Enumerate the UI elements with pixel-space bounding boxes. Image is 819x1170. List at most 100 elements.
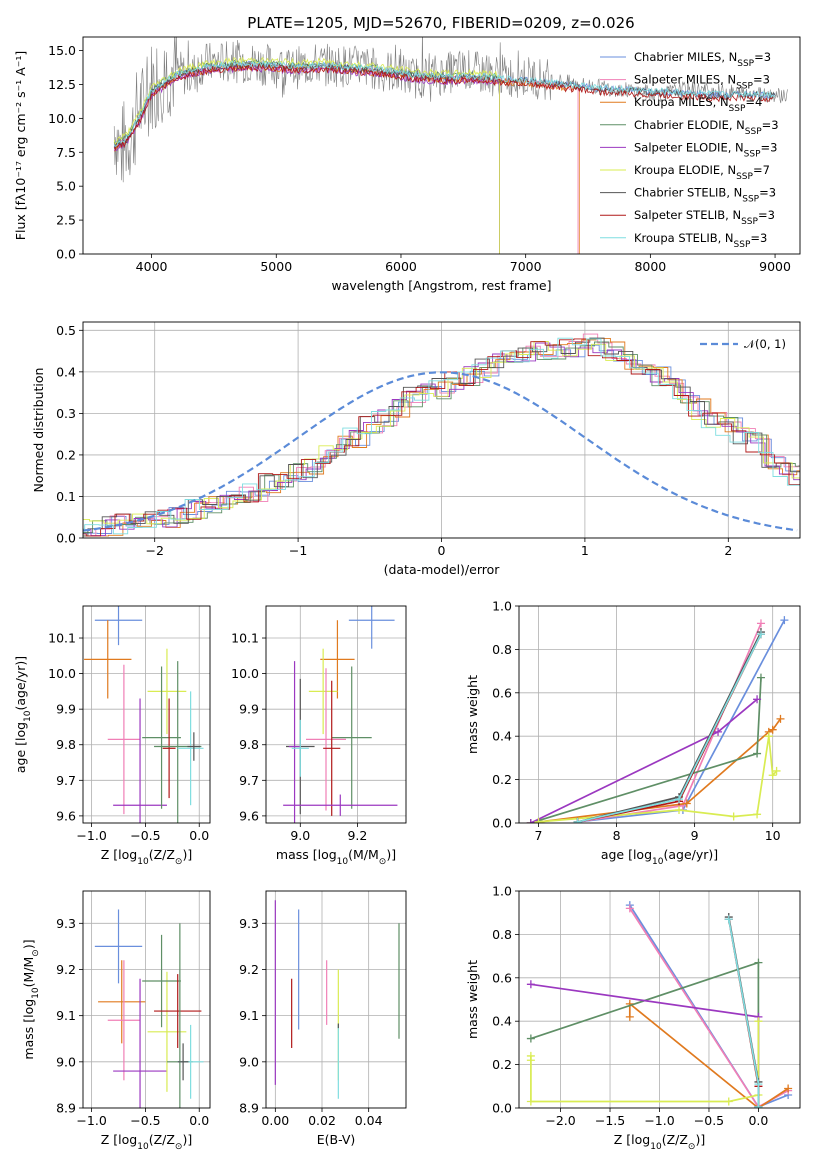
spectrum-model-line <box>114 62 580 254</box>
weight-marker <box>526 1034 535 1043</box>
x-tick-label: −1.0 <box>76 1113 106 1128</box>
error-bar-point <box>154 974 202 1048</box>
y-tick-label: 0.2 <box>56 447 76 462</box>
x-tick-label: 1 <box>581 543 589 558</box>
axes-residual-histogram: −2 −1 0 1 2 0.0 0.1 0.2 0.3 0.4 0.5 (data-model)/er… <box>31 321 801 577</box>
x-axis-label: (data-model)/error <box>384 562 501 577</box>
error-bar-point <box>84 620 132 699</box>
axes-frame <box>265 890 407 1109</box>
weight-marker <box>724 1097 733 1106</box>
x-tick-label: 7000 <box>510 259 542 274</box>
x-tick-label: 0 <box>438 543 446 558</box>
frame-mass-vs-extinction: 0.00 0.02 0.04 8.9 9.0 9.1 9.2 9.3 E(B-V) <box>239 890 407 1147</box>
x-tick-label: −0.5 <box>130 1113 160 1128</box>
x-tick-label: 6000 <box>385 259 417 274</box>
y-tick-label: 9.0 <box>56 1054 76 1069</box>
weight-marker <box>776 714 785 723</box>
x-tick-label: 9.2 <box>347 828 367 843</box>
y-tick-label: 0.0 <box>56 247 76 262</box>
y-tick-label: 0.0 <box>492 816 512 831</box>
y-tick-label: 0.4 <box>492 729 512 744</box>
weight-marker <box>625 904 634 913</box>
weight-marker <box>675 805 684 814</box>
frame-age-vs-mass: 9.0 9.2 9.6 9.7 9.8 9.9 10.0 10.1 mass [log10(M/… <box>231 605 407 867</box>
x-tick-label: −0.5 <box>694 1113 724 1128</box>
weight-marker <box>573 817 582 823</box>
x-axis-label: wavelength [Angstrom, rest frame] <box>331 278 551 293</box>
error-bar-point <box>94 909 143 984</box>
weight-line <box>530 698 758 823</box>
y-axis-label: mass weight <box>465 960 480 1039</box>
plot-area-mass-vs-metallicity <box>83 891 210 1108</box>
spectrum-model-line <box>113 64 500 254</box>
legend-label: Kroupa MILES, NSSP=4 <box>634 95 762 114</box>
axes-age-vs-metallicity: −1.0 −0.5 0.0 9.6 9.7 9.8 9.9 10.0 10.1 Z [log10(… <box>13 605 211 867</box>
spectrum-observed-line <box>113 37 788 183</box>
x-tick-label: 5000 <box>260 259 292 274</box>
spectrum-model-line <box>113 61 579 254</box>
y-tick-label: 9.6 <box>56 808 76 823</box>
histogram-series <box>83 341 800 525</box>
weight-marker <box>714 727 723 736</box>
y-tick-label: 0.6 <box>492 970 512 985</box>
weight-marker <box>772 766 781 775</box>
legend-label: Salpeter ELODIE, NSSP=3 <box>634 140 777 159</box>
plot-area-mass-weight-vs-age <box>519 606 800 823</box>
histogram-series <box>83 341 800 533</box>
axes-mass-vs-extinction: 0.00 0.02 0.04 8.9 9.0 9.1 9.2 9.3 E(B-V) <box>239 890 407 1147</box>
x-tick-label: 7 <box>535 828 543 843</box>
weight-marker <box>756 630 765 639</box>
histogram-series <box>83 344 800 534</box>
x-tick-label: 2 <box>724 543 732 558</box>
axes-frame <box>518 605 801 824</box>
error-bar-point <box>147 971 187 1092</box>
y-tick-label: 9.3 <box>239 916 259 931</box>
weight-marker <box>724 915 733 924</box>
weight-marker <box>526 980 535 989</box>
plot-area-spectrum <box>113 37 788 254</box>
y-tick-label: 10.0 <box>48 111 76 126</box>
weight-line <box>577 623 762 823</box>
x-axis-label: Z [log10(Z/Z⊙)] <box>101 847 192 867</box>
x-tick-label: 8 <box>613 828 621 843</box>
legend-label: Salpeter STELIB, NSSP=3 <box>634 208 775 227</box>
y-tick-label: 0.5 <box>56 323 76 338</box>
x-axis-label: age [log10(age/yr)] <box>601 847 718 867</box>
frame-mass-weight-vs-metallicity: −2.0 −1.5 −1.0 −0.5 0.0 0.0 0.2 0.4 0.6 0.8 1.0 Z [… <box>465 884 801 1152</box>
weight-line <box>577 631 762 823</box>
axes-spectrum: 4000 5000 6000 7000 8000 9000 0.0 2.5 5.0 7.5 10.0… <box>13 36 801 293</box>
x-tick-label: 0.00 <box>261 1113 289 1128</box>
y-tick-label: 9.7 <box>239 773 259 788</box>
error-bar-point <box>291 719 309 777</box>
y-tick-label: 0.2 <box>492 1057 512 1072</box>
weight-marker <box>729 812 738 821</box>
y-tick-label: 0.8 <box>492 927 512 942</box>
x-tick-label: 0.04 <box>355 1113 383 1128</box>
y-axis-label: mass [log10(M/M⊙)] <box>21 939 41 1059</box>
weight-line <box>530 983 760 1108</box>
x-tick-label: 9000 <box>759 259 791 274</box>
weight-marker <box>675 795 684 804</box>
weight-marker <box>754 958 763 967</box>
weight-line <box>530 718 782 823</box>
y-axis-label: Normed distribution <box>31 368 46 493</box>
y-tick-label: 9.1 <box>239 1008 259 1023</box>
x-axis-label: mass [log10(M/M⊙)] <box>276 847 396 867</box>
y-axis-label: mass weight <box>465 675 480 754</box>
weight-marker <box>756 673 765 682</box>
spectrum-model-line <box>113 62 776 151</box>
x-tick-label: 10 <box>765 828 781 843</box>
y-tick-label: 10.0 <box>231 666 259 681</box>
weight-marker <box>625 1012 634 1021</box>
x-tick-label: 0.0 <box>189 1113 209 1128</box>
weight-marker <box>764 732 773 741</box>
weight-marker <box>526 819 535 823</box>
error-bar-point <box>348 606 395 649</box>
weight-line <box>577 633 762 823</box>
error-bar-point <box>288 661 301 823</box>
frame-age-vs-metallicity: −1.0 −0.5 0.0 9.6 9.7 9.8 9.9 10.0 10.1 Z [log10(… <box>13 605 211 867</box>
y-axis-label: age [log10(age/yr)] <box>13 656 33 773</box>
x-tick-label: 0.0 <box>748 1113 768 1128</box>
weight-marker <box>754 1017 763 1026</box>
